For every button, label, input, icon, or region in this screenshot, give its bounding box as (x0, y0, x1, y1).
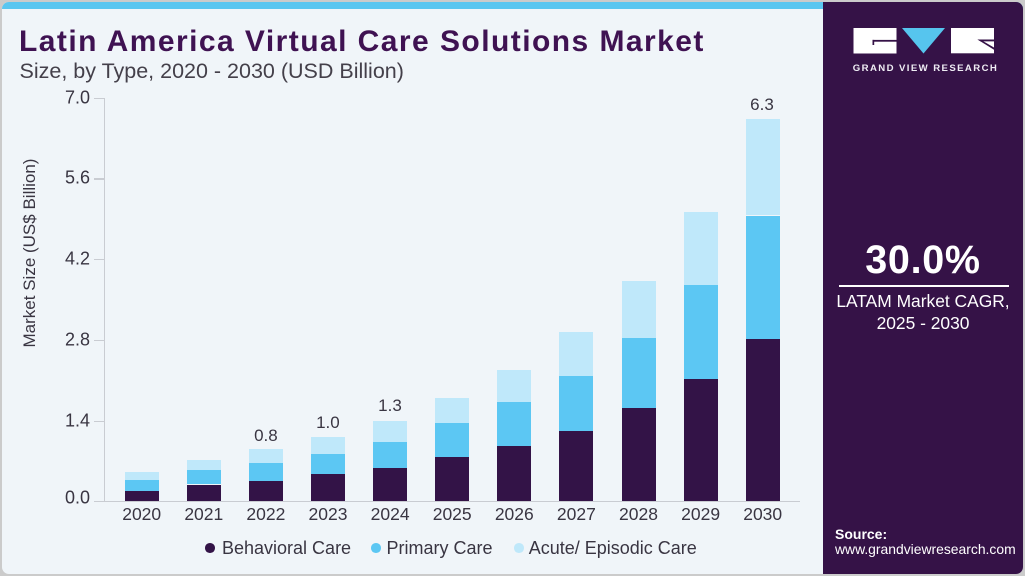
svg-text:GRAND VIEW RESEARCH: GRAND VIEW RESEARCH (853, 63, 998, 74)
